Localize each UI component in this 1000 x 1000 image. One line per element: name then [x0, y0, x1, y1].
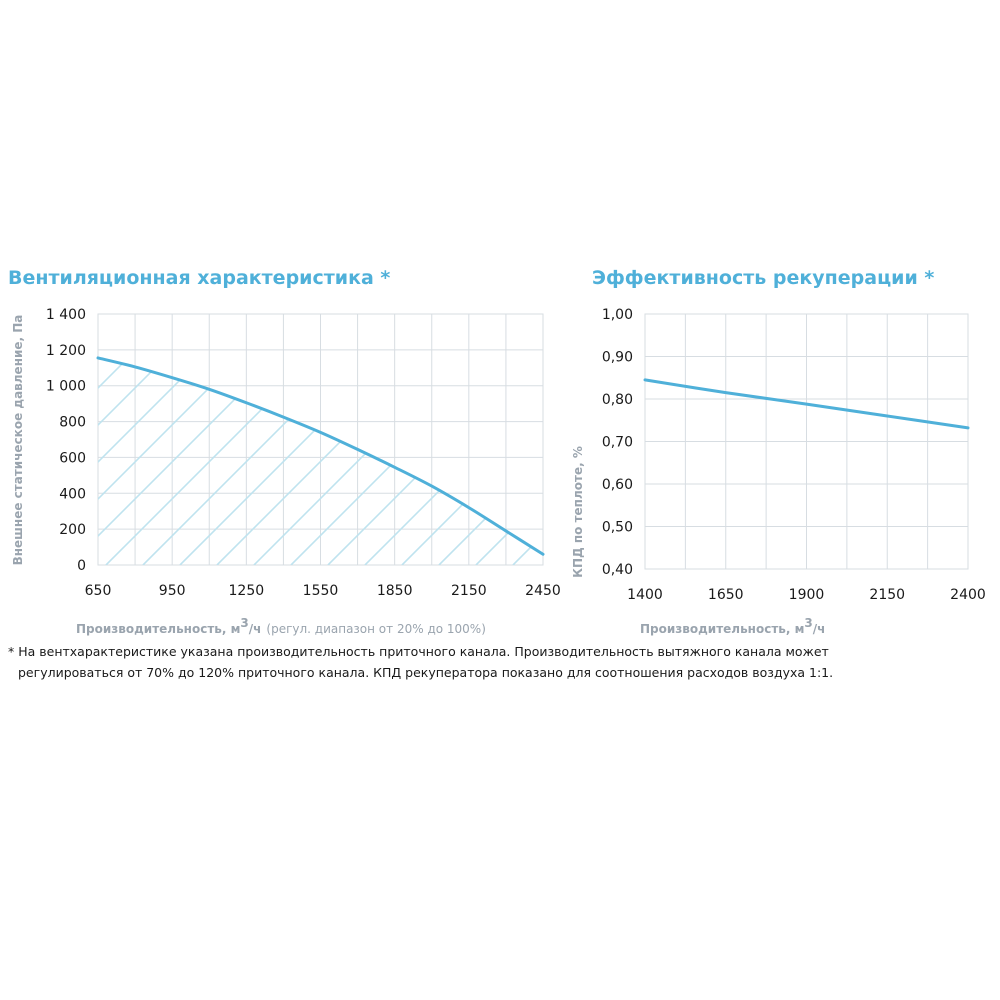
- efficiency-y-tick-label: 0,70: [602, 435, 633, 451]
- efficiency-chart-x-ticks: 1400 1650 1900 2150 2400: [627, 587, 986, 603]
- hatch-line: [253, 357, 506, 565]
- ventilation-chart-y-label: Внешнее статическое давление, Па: [11, 315, 25, 566]
- efficiency-x-tick-label: 1400: [627, 587, 663, 603]
- efficiency-chart-x-label: Производительность, м3/ч: [640, 616, 825, 636]
- efficiency-y-tick-label: 0,80: [602, 392, 633, 408]
- ventilation-x-label-base: Производительность, м: [76, 622, 240, 636]
- hatch-line: [327, 357, 543, 565]
- ventilation-chart-x-label: Производительность, м3/ч (регул. диапазон…: [76, 616, 486, 636]
- hatch-line: [98, 357, 210, 565]
- efficiency-chart-title: Эффективность рекуперации *: [592, 267, 934, 289]
- efficiency-x-tick-label: 1650: [708, 587, 744, 603]
- efficiency-x-tick-label: 1900: [789, 587, 825, 603]
- efficiency-y-tick-label: 0,60: [602, 477, 633, 493]
- efficiency-chart: Эффективность рекуперации * 0,40 0,50 0,60…: [571, 267, 986, 636]
- efficiency-x-tick-label: 2150: [869, 587, 905, 603]
- ventilation-y-tick-label: 800: [59, 415, 86, 431]
- efficiency-y-tick-label: 0,50: [602, 520, 633, 536]
- ventilation-y-tick-label: 1 000: [46, 379, 86, 395]
- ventilation-x-tick-label: 1250: [229, 583, 265, 599]
- hatch-line: [98, 357, 173, 565]
- hatch-line: [179, 357, 432, 565]
- footnote-line-1: * На вентхарактеристике указана производ…: [8, 644, 829, 659]
- ventilation-x-tick-label: 950: [159, 583, 186, 599]
- hatch-line: [550, 314, 801, 565]
- efficiency-x-label-tail: /ч: [813, 622, 826, 636]
- ventilation-x-tick-label: 1550: [303, 583, 339, 599]
- ventilation-y-tick-label: 400: [59, 486, 86, 502]
- ventilation-chart-x-ticks: 650 950 1250 1550 1850 2150 2450: [85, 583, 561, 599]
- ventilation-y-tick-label: 0: [77, 558, 86, 574]
- ventilation-chart-grid: [97, 313, 544, 566]
- hatch-line: [98, 357, 321, 565]
- efficiency-chart-y-ticks: 0,40 0,50 0,60 0,70 0,80 0,90 1,00: [602, 307, 633, 578]
- efficiency-y-tick-label: 1,00: [602, 307, 633, 323]
- ventilation-y-tick-label: 600: [59, 450, 86, 466]
- hatch-line: [98, 357, 247, 565]
- ventilation-x-tick-label: 2150: [451, 583, 487, 599]
- efficiency-y-tick-label: 0,40: [602, 562, 633, 578]
- efficiency-x-label-sup: 3: [804, 616, 812, 630]
- ventilation-x-tick-label: 650: [85, 583, 112, 599]
- ventilation-x-label-note: (регул. диапазон от 20% до 100%): [266, 622, 486, 636]
- hatch-line: [98, 357, 284, 565]
- hatch-line: [512, 357, 543, 565]
- footnote: * На вентхарактеристике указана производ…: [8, 641, 988, 683]
- hatch-line: [105, 357, 358, 565]
- efficiency-chart-y-label: КПД по теплоте, %: [571, 446, 585, 578]
- ventilation-x-label-tail: /ч: [249, 622, 262, 636]
- ventilation-x-tick-label: 1850: [377, 583, 413, 599]
- ventilation-y-tick-label: 200: [59, 522, 86, 538]
- ventilation-chart-title: Вентиляционная характеристика *: [8, 267, 390, 289]
- efficiency-x-tick-label: 2400: [950, 587, 986, 603]
- efficiency-y-tick-label: 0,90: [602, 350, 633, 366]
- efficiency-line: [643, 378, 970, 430]
- efficiency-plot-frame: [644, 313, 969, 570]
- efficiency-x-label-base: Производительность, м: [640, 622, 804, 636]
- ventilation-x-tick-label: 2450: [525, 583, 561, 599]
- footnote-line-2: регулироваться от 70% до 120% приточного…: [18, 665, 834, 680]
- ventilation-y-tick-label: 1 400: [46, 307, 86, 323]
- hatch-line: [142, 357, 395, 565]
- ventilation-chart-y-ticks: 0 200 400 600 800 1 000 1 200 1 400: [46, 307, 86, 574]
- ventilation-chart: Вентиляционная характеристика * 0 200 400 6…: [8, 267, 801, 636]
- ventilation-curve: [96, 356, 545, 556]
- efficiency-chart-grid: [644, 313, 969, 570]
- ventilation-x-label-sup: 3: [240, 616, 248, 630]
- ventilation-plot-frame: [97, 313, 544, 566]
- ventilation-chart-hatched-area: [98, 314, 801, 565]
- ventilation-y-tick-label: 1 200: [46, 343, 86, 359]
- hatch-line: [216, 357, 469, 565]
- hatch-line: [438, 357, 543, 565]
- hatch-line: [290, 357, 543, 565]
